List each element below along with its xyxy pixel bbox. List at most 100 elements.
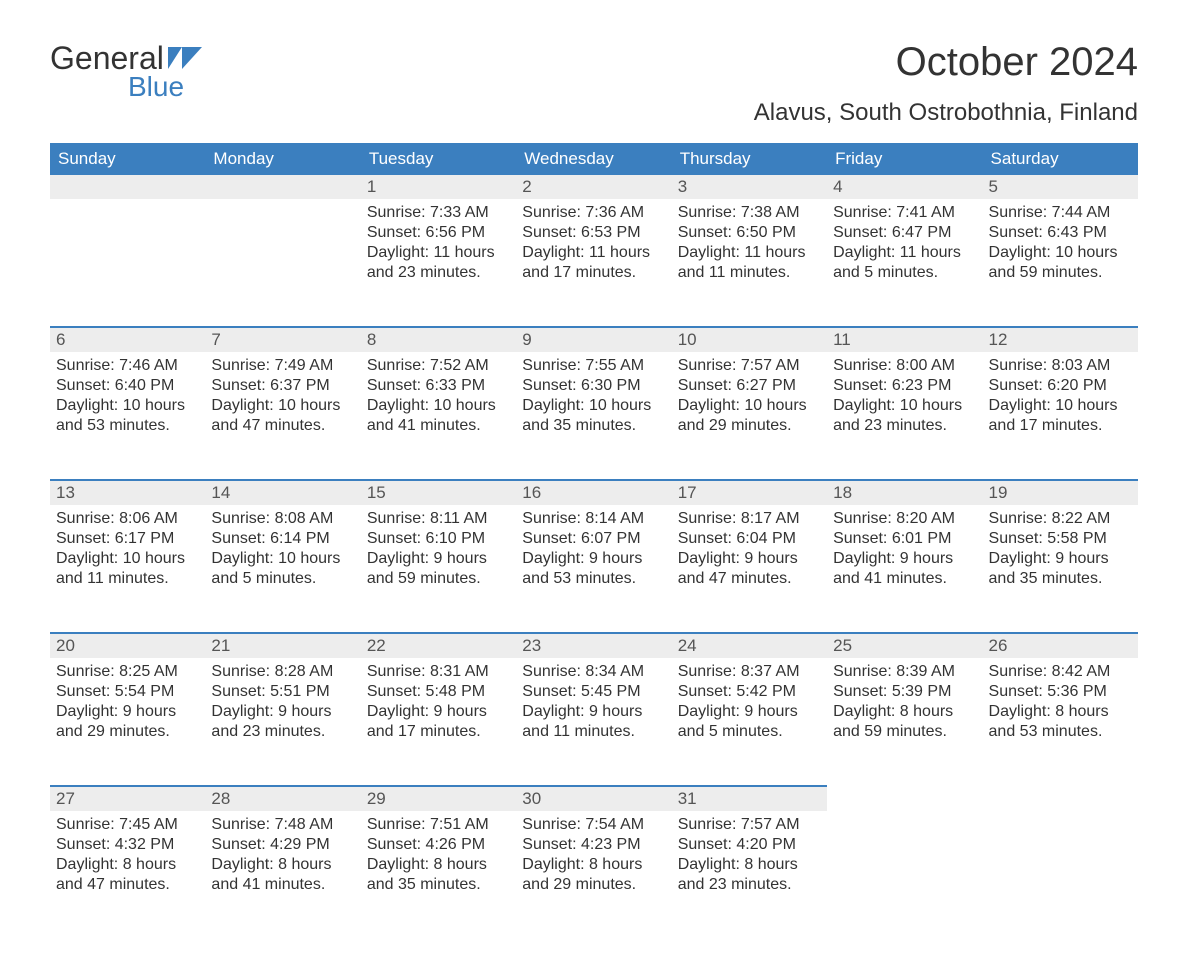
sunrise-text: Sunrise: 8:08 AM (211, 509, 354, 529)
day-content-cell (827, 811, 982, 939)
sunset-text: Sunset: 4:26 PM (367, 835, 510, 855)
day-number-cell: 24 (672, 633, 827, 658)
daylight-text: and 53 minutes. (989, 722, 1132, 742)
day-content-row: Sunrise: 7:46 AMSunset: 6:40 PM Daylight:… (50, 352, 1138, 480)
day-number-cell: 21 (205, 633, 360, 658)
daylight-text: Daylight: 9 hours (367, 549, 510, 569)
daylight-text: Daylight: 9 hours (989, 549, 1132, 569)
daylight-text: and 53 minutes. (56, 416, 199, 436)
day-number-cell: 12 (983, 327, 1138, 352)
sunset-text: Sunset: 6:50 PM (678, 223, 821, 243)
weekday-header: Tuesday (361, 143, 516, 175)
day-number-cell: 1 (361, 175, 516, 199)
sunrise-text: Sunrise: 8:03 AM (989, 356, 1132, 376)
day-content-cell: Sunrise: 8:08 AMSunset: 6:14 PMDaylight:… (205, 505, 360, 633)
daylight-text: and 23 minutes. (833, 416, 976, 436)
daylight-text: Daylight: 11 hours (522, 243, 665, 263)
daylight-text: and 41 minutes. (211, 875, 354, 895)
sunset-text: Sunset: 5:58 PM (989, 529, 1132, 549)
sunset-text: Sunset: 5:51 PM (211, 682, 354, 702)
sunrise-text: Sunrise: 8:28 AM (211, 662, 354, 682)
day-number-cell: 27 (50, 786, 205, 811)
sunrise-text: Sunrise: 8:34 AM (522, 662, 665, 682)
day-content-cell: Sunrise: 7:48 AMSunset: 4:29 PMDaylight:… (205, 811, 360, 939)
daylight-text: Daylight: 9 hours (367, 702, 510, 722)
day-content-cell: Sunrise: 8:20 AMSunset: 6:01 PMDaylight:… (827, 505, 982, 633)
sunset-text: Sunset: 5:39 PM (833, 682, 976, 702)
day-number-row: 2728293031 (50, 786, 1138, 811)
sunrise-text: Sunrise: 7:45 AM (56, 815, 199, 835)
sunset-text: Sunset: 5:45 PM (522, 682, 665, 702)
sunrise-text: Sunrise: 8:22 AM (989, 509, 1132, 529)
day-content-cell: Sunrise: 8:00 AMSunset: 6:23 PMDaylight:… (827, 352, 982, 480)
sunset-text: Sunset: 4:29 PM (211, 835, 354, 855)
daylight-text: Daylight: 8 hours (833, 702, 976, 722)
sunset-text: Sunset: 6:17 PM (56, 529, 199, 549)
daylight-text: Daylight: 10 hours (522, 396, 665, 416)
day-number-cell: 19 (983, 480, 1138, 505)
daylight-text: Daylight: 8 hours (678, 855, 821, 875)
sunrise-text: Sunrise: 7:48 AM (211, 815, 354, 835)
day-content-cell: Sunrise: 8:03 AMSunset: 6:20 PMDaylight:… (983, 352, 1138, 480)
day-number-cell: 4 (827, 175, 982, 199)
day-number-row: 12345 (50, 175, 1138, 199)
daylight-text: and 5 minutes. (211, 569, 354, 589)
sunset-text: Sunset: 5:48 PM (367, 682, 510, 702)
day-content-row: Sunrise: 7:33 AMSunset: 6:56 PMDaylight:… (50, 199, 1138, 327)
day-number-row: 13141516171819 (50, 480, 1138, 505)
day-content-cell: Sunrise: 8:17 AMSunset: 6:04 PMDaylight:… (672, 505, 827, 633)
day-number-cell: 17 (672, 480, 827, 505)
daylight-text: Daylight: 9 hours (678, 702, 821, 722)
sunset-text: Sunset: 6:01 PM (833, 529, 976, 549)
day-content-cell (205, 199, 360, 327)
day-content-row: Sunrise: 8:25 AMSunset: 5:54 PMDaylight:… (50, 658, 1138, 786)
day-content-cell: Sunrise: 8:31 AMSunset: 5:48 PMDaylight:… (361, 658, 516, 786)
day-number-row: 6789101112 (50, 327, 1138, 352)
sunrise-text: Sunrise: 8:37 AM (678, 662, 821, 682)
sunset-text: Sunset: 6:40 PM (56, 376, 199, 396)
daylight-text: and 41 minutes. (833, 569, 976, 589)
sunset-text: Sunset: 6:30 PM (522, 376, 665, 396)
sunrise-text: Sunrise: 8:20 AM (833, 509, 976, 529)
daylight-text: Daylight: 9 hours (211, 702, 354, 722)
sunset-text: Sunset: 5:54 PM (56, 682, 199, 702)
daylight-text: and 23 minutes. (678, 875, 821, 895)
day-content-cell: Sunrise: 8:28 AMSunset: 5:51 PMDaylight:… (205, 658, 360, 786)
day-number-cell (50, 175, 205, 199)
day-content-cell: Sunrise: 7:41 AMSunset: 6:47 PMDaylight:… (827, 199, 982, 327)
daylight-text: Daylight: 11 hours (678, 243, 821, 263)
daylight-text: and 11 minutes. (56, 569, 199, 589)
sunrise-text: Sunrise: 7:44 AM (989, 203, 1132, 223)
sunrise-text: Sunrise: 7:52 AM (367, 356, 510, 376)
sunrise-text: Sunrise: 7:54 AM (522, 815, 665, 835)
sunset-text: Sunset: 6:43 PM (989, 223, 1132, 243)
month-title: October 2024 (754, 40, 1138, 85)
day-content-cell: Sunrise: 7:57 AMSunset: 4:20 PMDaylight:… (672, 811, 827, 939)
day-content-cell: Sunrise: 8:22 AMSunset: 5:58 PMDaylight:… (983, 505, 1138, 633)
sunrise-text: Sunrise: 7:46 AM (56, 356, 199, 376)
daylight-text: Daylight: 8 hours (522, 855, 665, 875)
day-content-cell: Sunrise: 8:11 AMSunset: 6:10 PMDaylight:… (361, 505, 516, 633)
day-content-cell: Sunrise: 7:33 AMSunset: 6:56 PMDaylight:… (361, 199, 516, 327)
sunset-text: Sunset: 6:27 PM (678, 376, 821, 396)
day-number-cell: 31 (672, 786, 827, 811)
day-content-cell (50, 199, 205, 327)
daylight-text: and 47 minutes. (678, 569, 821, 589)
daylight-text: and 23 minutes. (367, 263, 510, 283)
sunrise-text: Sunrise: 7:41 AM (833, 203, 976, 223)
day-number-cell: 15 (361, 480, 516, 505)
day-content-row: Sunrise: 8:06 AMSunset: 6:17 PMDaylight:… (50, 505, 1138, 633)
sunset-text: Sunset: 6:47 PM (833, 223, 976, 243)
sunset-text: Sunset: 6:37 PM (211, 376, 354, 396)
daylight-text: and 29 minutes. (56, 722, 199, 742)
weekday-header: Wednesday (516, 143, 671, 175)
day-content-cell: Sunrise: 7:54 AMSunset: 4:23 PMDaylight:… (516, 811, 671, 939)
daylight-text: and 59 minutes. (367, 569, 510, 589)
day-content-cell: Sunrise: 7:38 AMSunset: 6:50 PMDaylight:… (672, 199, 827, 327)
day-number-cell: 26 (983, 633, 1138, 658)
day-content-cell: Sunrise: 8:14 AMSunset: 6:07 PMDaylight:… (516, 505, 671, 633)
daylight-text: Daylight: 10 hours (833, 396, 976, 416)
daylight-text: and 17 minutes. (367, 722, 510, 742)
logo-flag-icon (168, 47, 202, 74)
day-content-cell: Sunrise: 7:46 AMSunset: 6:40 PMDaylight:… (50, 352, 205, 480)
